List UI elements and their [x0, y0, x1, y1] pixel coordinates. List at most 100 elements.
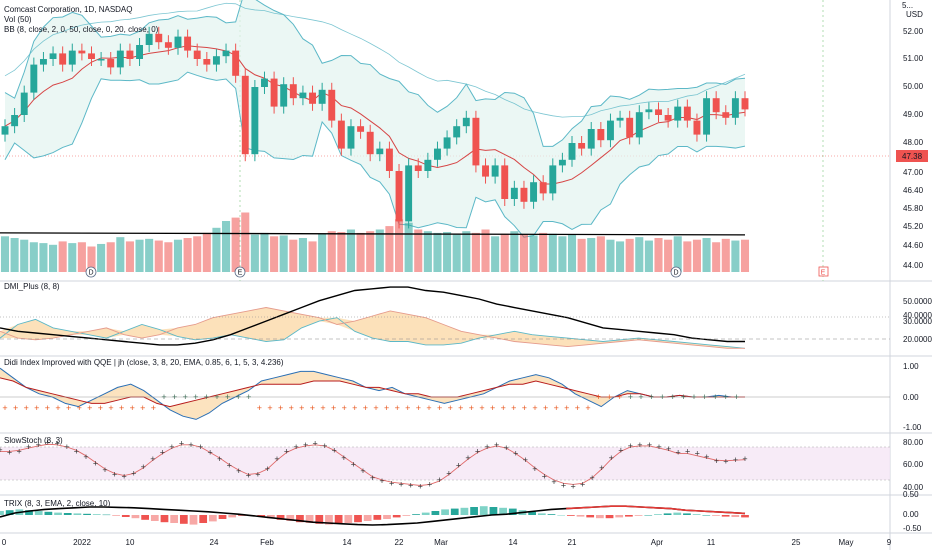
- didi-plus-marker: +: [34, 403, 39, 413]
- dmi-fill: [0, 307, 745, 349]
- price-tick-label: 52.00: [903, 27, 924, 36]
- dmi-plus-line: [0, 317, 746, 349]
- candle-body: [395, 171, 403, 222]
- didi-plus-marker: +: [299, 403, 304, 413]
- volume-bar: [87, 246, 96, 272]
- candle-body: [97, 59, 105, 61]
- trix-histogram-bar: [160, 515, 169, 523]
- bb-legend: BB (8, close, 2, 0, 50, close, 0, 20, cl…: [4, 25, 159, 34]
- volume-bar: [404, 222, 413, 272]
- candle-body: [491, 165, 499, 177]
- candle-body: [232, 50, 240, 76]
- candle-body: [385, 148, 393, 171]
- volume-bar: [164, 242, 173, 272]
- volume-bar: [270, 236, 279, 272]
- candle-body: [116, 50, 124, 68]
- stoch-k-marker: +: [255, 470, 260, 480]
- price-axis[interactable]: 52.00 51.00 50.00 49.00 48.00 47.00 46.40 45.80…: [896, 27, 932, 533]
- didi-plus-marker: +: [257, 403, 262, 413]
- trix-histogram-bar: [238, 515, 246, 516]
- trix-histogram-bar: [566, 515, 575, 516]
- didi-plus-marker: +: [13, 403, 18, 413]
- didi-plus-marker: +: [713, 392, 718, 402]
- didi-plus-marker: +: [681, 392, 686, 402]
- candle-body: [462, 117, 470, 127]
- stoch-k-marker: +: [370, 473, 375, 483]
- stoch-k-marker: +: [685, 446, 690, 456]
- didi-plus-marker: +: [172, 392, 177, 402]
- candle-body: [453, 126, 461, 138]
- candle-body: [626, 117, 634, 138]
- volume-bar: [29, 242, 38, 272]
- candle-body: [270, 78, 278, 107]
- time-tick-label: 10: [126, 538, 135, 547]
- dmi-legend: DMI_Plus (8, 8): [4, 282, 60, 291]
- stoch-tick-label: 80.00: [903, 438, 924, 447]
- candle-body: [366, 131, 374, 155]
- didi-tick-label: 1.00: [903, 362, 919, 371]
- stoch-k-marker: +: [341, 453, 346, 463]
- trix-histogram-bar: [412, 514, 420, 515]
- stoch-k-marker: +: [551, 477, 556, 487]
- volume-bar: [97, 243, 106, 272]
- trix-histogram-bar: [547, 514, 556, 515]
- volume-bar: [298, 238, 307, 272]
- didi-plus-marker: +: [649, 392, 654, 402]
- didi-plus-marker: +: [448, 403, 453, 413]
- event-badge: [234, 266, 246, 278]
- candle-body: [126, 50, 134, 59]
- candle-body: [203, 59, 211, 65]
- volume-bar: [577, 238, 586, 272]
- volume-bar: [366, 231, 375, 272]
- time-tick-label: 0: [2, 538, 7, 547]
- stoch-k-marker: +: [637, 440, 642, 450]
- didi-plus-marker: +: [161, 392, 166, 402]
- volume-bar: [327, 231, 336, 272]
- adx-line: [0, 286, 745, 346]
- stoch-k-marker: +: [561, 481, 566, 491]
- trix-histogram-bar: [537, 513, 546, 515]
- trix-signal-line: [566, 505, 746, 515]
- stoch-k-marker: +: [695, 449, 700, 459]
- candles[interactable]: [1, 26, 749, 229]
- volume-bar: [77, 242, 86, 272]
- stoch-k-marker: +: [322, 441, 327, 451]
- bb-upper-line: [4, 0, 746, 147]
- volume-bar: [606, 239, 615, 272]
- trix-histogram-bar: [54, 512, 62, 515]
- stoch-k-marker: +: [379, 476, 384, 486]
- volume-bar: [145, 238, 154, 272]
- stoch-k-marker: +: [446, 468, 451, 478]
- trix-histogram-bar: [721, 515, 730, 517]
- volume-bar: [375, 229, 384, 272]
- volume-bar: [731, 240, 740, 272]
- didi-plus-marker: +: [395, 403, 400, 413]
- didi-plus-marker: +: [426, 403, 431, 413]
- trix-histogram-bar: [441, 509, 449, 515]
- volume-bar: [740, 239, 750, 272]
- volume-bar: [183, 238, 192, 272]
- candle-body: [357, 126, 365, 132]
- volume-bar: [491, 236, 500, 272]
- volume-bar: [289, 239, 298, 272]
- stoch-k-marker: +: [198, 442, 203, 452]
- didi-plus-marker: +: [437, 403, 442, 413]
- time-axis[interactable]: 0 2022 10 24 Feb 14 22 Mar 14 21 Apr 11 25 May 9: [2, 538, 892, 547]
- didi-plus-marker: +: [458, 403, 463, 413]
- stoch-k-marker: +: [723, 456, 728, 466]
- didi-plus-marker: +: [511, 403, 516, 413]
- trix-histogram-bar: [673, 512, 682, 515]
- trix-histogram-bar: [0, 511, 4, 515]
- stoch-k-marker: +: [570, 482, 575, 492]
- volume-bar: [644, 240, 653, 272]
- stoch-k-marker: +: [26, 442, 31, 452]
- volume-bar: [385, 226, 394, 272]
- price-tick-label: 47.00: [903, 168, 924, 177]
- candle-body: [510, 187, 518, 199]
- time-tick-label: 14: [509, 538, 518, 547]
- time-tick-label: Apr: [651, 538, 664, 547]
- volume-bar: [635, 237, 644, 272]
- volume-bar: [529, 235, 538, 272]
